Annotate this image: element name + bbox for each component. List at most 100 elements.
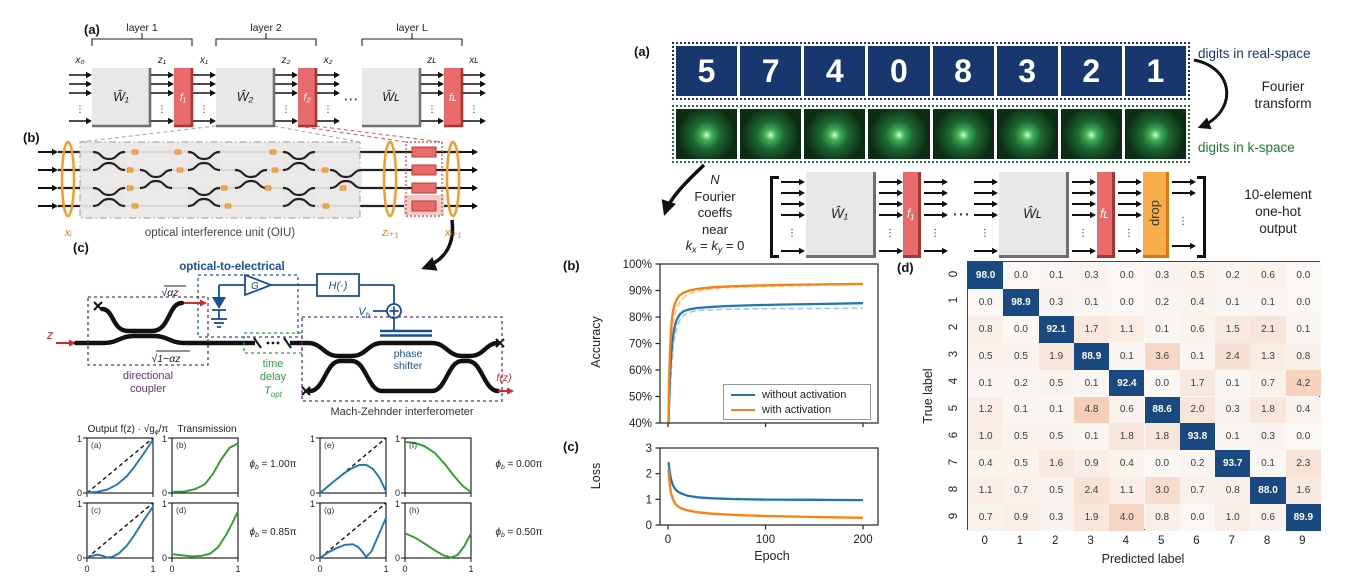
matrix-cell: 0.0 — [1285, 288, 1321, 316]
matrix-cell: 0.7 — [1179, 477, 1216, 505]
delay-symbol: Topt — [264, 385, 283, 399]
svg-text:0: 0 — [665, 534, 671, 546]
phi-label-1: ϕb = 1.00π — [249, 459, 297, 471]
matrix-cell: 93.8 — [1179, 423, 1216, 451]
matrix-cell: 0.1 — [1038, 262, 1074, 289]
svg-text:⋮: ⋮ — [158, 104, 167, 114]
directional-coupler-box — [87, 296, 209, 366]
gain-label: G — [251, 281, 259, 292]
fz-output-arrow — [498, 387, 514, 395]
svg-text:1: 1 — [162, 499, 167, 509]
svg-text:z₁: z₁ — [157, 55, 166, 66]
svg-text:100%: 100% — [623, 259, 652, 271]
bottom-split-label: √1−αz — [152, 353, 182, 365]
phi-label-4: ϕb = 0.50π — [495, 527, 543, 539]
panel-label-right-a: (a) — [634, 44, 650, 59]
svg-text:(c): (c) — [91, 505, 101, 515]
svg-text:fʟ: fʟ — [449, 92, 457, 104]
svg-text:1: 1 — [383, 564, 388, 574]
mnist-digit-cell: 4 — [804, 46, 866, 96]
matrix-cell: 0.2 — [1144, 288, 1180, 316]
delay-label-2: delay — [260, 371, 287, 383]
activation-circuit: optical-to-electrical G H(·) — [46, 261, 514, 418]
confusion-matrix: 98.0 0.0 0.1 0.3 0.0 0.3 0.5 0.2 0.6 0.0 0.0 98.9 0.… — [967, 261, 1321, 531]
matrix-cell: 0.1 — [1109, 342, 1145, 370]
legend-line-sample — [731, 408, 755, 411]
matrix-cell: 0.2 — [1179, 450, 1216, 478]
matrix-cell: 1.8 — [1144, 423, 1180, 451]
mini-plot-f: 1 0 (f) — [395, 434, 472, 498]
matrix-cell: 0.1 — [1285, 315, 1321, 343]
real-space-label: digits in real-space — [1198, 46, 1311, 61]
svg-text:zʟ: zʟ — [426, 55, 436, 66]
svg-text:layer 1: layer 1 — [126, 22, 158, 34]
matrix-cell: 1.1 — [968, 477, 1004, 505]
svg-text:100: 100 — [756, 534, 775, 546]
accuracy-legend: without activation with activation — [723, 384, 871, 420]
matrix-cell: 0.5 — [1003, 342, 1039, 370]
phi-label-3: ϕb = 0.00π — [495, 459, 543, 471]
svg-text:⋮: ⋮ — [980, 228, 990, 239]
svg-text:0: 0 — [310, 553, 315, 563]
directional-coupler-waveguides — [73, 300, 250, 346]
svg-text:1: 1 — [310, 499, 315, 509]
mnist-digit-cell: 1 — [1124, 46, 1186, 96]
svg-text:1: 1 — [395, 499, 400, 509]
flow-arrow-stack: ⋮ — [974, 178, 998, 255]
svg-text:80%: 80% — [629, 312, 652, 324]
svg-text:⋮: ⋮ — [200, 104, 209, 114]
expansion-dashed-lines — [79, 125, 443, 143]
panel-label-left-b: (b) — [23, 130, 40, 145]
matrix-cell: 1.6 — [1285, 477, 1321, 505]
mini-plot-e: 1 0 (e) — [310, 434, 387, 498]
matrix-cell: 0.1 — [968, 369, 1004, 397]
phase-shifter-label-2: shifter — [394, 360, 423, 372]
matrix-cell: 0.4 — [1179, 288, 1216, 316]
matrix-col-label: 5 — [1157, 535, 1165, 547]
oiu-output-arrows — [462, 148, 478, 210]
svg-text:90%: 90% — [629, 286, 652, 298]
svg-text:1: 1 — [235, 564, 240, 574]
true-label-axis: True label — [921, 368, 935, 424]
mzi-waveguides — [295, 340, 501, 394]
svg-text:70%: 70% — [629, 339, 652, 351]
epoch-xlabel: Epoch — [754, 549, 790, 563]
matrix-cell: 0.1 — [1003, 396, 1039, 424]
o2e-box — [197, 274, 299, 338]
mnist-digit-cell: 3 — [996, 46, 1058, 96]
matrix-cell: 0.0 — [1285, 262, 1321, 289]
matrix-col-label: 9 — [1299, 535, 1306, 547]
matrix-cell: 88.9 — [1073, 342, 1110, 370]
svg-text:(d): (d) — [176, 505, 187, 515]
matrix-cell: 0.5 — [1003, 423, 1039, 451]
matrix-cell: 0.0 — [1144, 369, 1180, 397]
matrix-cell: 0.4 — [1109, 450, 1145, 478]
matrix-cell: 0.0 — [968, 288, 1004, 316]
matrix-cell: 92.4 — [1109, 369, 1145, 397]
svg-text:(b): (b) — [176, 440, 187, 450]
matrix-cell: 0.3 — [1038, 288, 1074, 316]
matrix-cell: 0.0 — [1109, 288, 1145, 316]
matrix-cell: 2.4 — [1073, 477, 1110, 505]
oiu-label: optical interference unit (OIU) — [145, 227, 295, 239]
matrix-cell: 89.9 — [1285, 504, 1321, 531]
matrix-cell: 1.5 — [1215, 315, 1251, 343]
coupler-label-2: coupler — [130, 383, 166, 395]
svg-text:x₂: x₂ — [323, 55, 333, 66]
matrix-cell: 0.1 — [1179, 342, 1216, 370]
matrix-cell: 0.2 — [1003, 369, 1039, 397]
matrix-row-label: 5 — [948, 404, 960, 412]
fourier-magnitude-cell — [996, 109, 1058, 159]
svg-text:Ŵʟ: Ŵʟ — [382, 89, 399, 104]
oiu-diagram: xᵢ optical interference unit (OIU) zᵢ₊₁ … — [38, 140, 478, 239]
matrix-cell: 0.0 — [1109, 262, 1145, 289]
svg-text:⋮: ⋮ — [282, 104, 291, 114]
flow-ellipsis: ⋯ — [952, 204, 970, 224]
svg-text:1: 1 — [77, 499, 82, 509]
matrix-cell: 0.5 — [1003, 450, 1039, 478]
matrix-cell: 0.0 — [1179, 504, 1216, 531]
fourier-magnitude-cell — [676, 109, 738, 159]
oiu-out-label: xᵢ₊₁ — [444, 227, 462, 239]
matrix-row-label: 8 — [948, 485, 960, 492]
